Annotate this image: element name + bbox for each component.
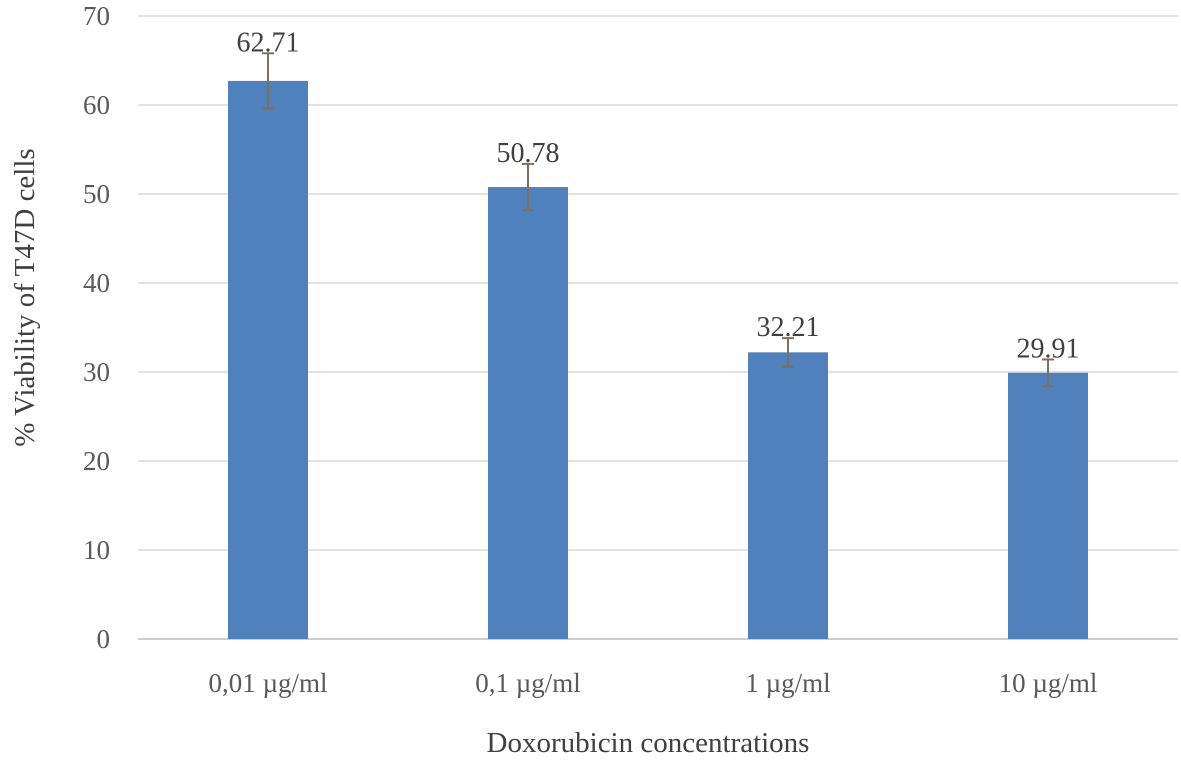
- error-bar: [782, 337, 794, 368]
- y-tick-label: 0: [97, 624, 111, 654]
- error-bar: [522, 162, 534, 212]
- y-tick-label: 30: [83, 357, 110, 387]
- data-labels: 62.71 50.78 32.21 29.91: [237, 27, 1080, 364]
- x-tick-label: 0,01 µg/ml: [208, 668, 327, 698]
- data-label: 50.78: [497, 138, 560, 169]
- y-tick-label: 40: [83, 268, 110, 298]
- x-tick-label: 0,1 µg/ml: [475, 668, 581, 698]
- bar: [228, 80, 308, 640]
- y-axis-title: % Viability of T47D cells: [9, 148, 41, 446]
- data-label: 29.91: [1017, 333, 1080, 364]
- data-label: 32.21: [757, 312, 820, 343]
- y-tick-label: 70: [83, 1, 110, 31]
- bar: [748, 352, 828, 639]
- y-tick-labels: 0 10 20 30 40 50 60 70: [83, 1, 110, 654]
- y-tick-label: 20: [83, 446, 110, 476]
- bar: [488, 187, 568, 640]
- bar: [1008, 372, 1088, 639]
- error-bar: [262, 52, 274, 110]
- error-bars: [262, 52, 1054, 388]
- x-tick-labels: 0,01 µg/ml 0,1 µg/ml 1 µg/ml 10 µg/ml: [208, 668, 1097, 698]
- data-label: 62.71: [237, 27, 300, 58]
- x-tick-label: 10 µg/ml: [999, 668, 1098, 698]
- x-axis-title: Doxorubicin concentrations: [487, 727, 810, 759]
- y-tick-label: 10: [83, 535, 110, 565]
- error-bar: [1042, 358, 1054, 388]
- bars: [228, 80, 1088, 640]
- x-tick-label: 1 µg/ml: [745, 668, 830, 698]
- y-tick-label: 50: [83, 179, 110, 209]
- y-tick-label: 60: [83, 90, 110, 120]
- gridlines: [138, 15, 1178, 640]
